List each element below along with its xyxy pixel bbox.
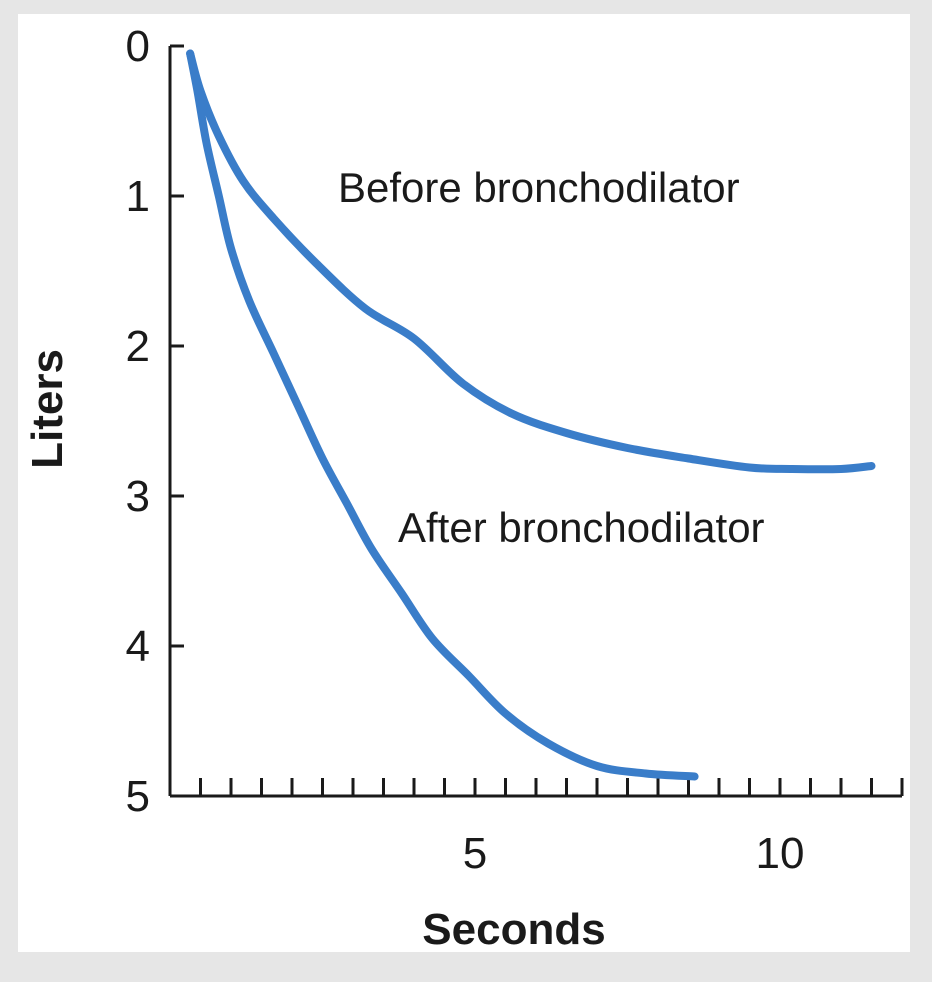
spirometry-chart: 0 1 2 3 4 5 5 10 Seconds Liters Before bronchodila… — [23, 22, 904, 952]
series-line-after — [186, 49, 699, 781]
x-tick-label: 5 — [463, 829, 487, 878]
chart-frame: 0 1 2 3 4 5 5 10 Seconds Liters Before bronchodila… — [18, 14, 910, 952]
series-line-before — [186, 49, 876, 474]
y-tick-label: 3 — [126, 472, 150, 521]
y-tick-label: 2 — [126, 322, 150, 371]
y-axis-title: Liters — [23, 349, 72, 469]
x-axis-title: Seconds — [422, 905, 605, 952]
y-tick-label: 1 — [126, 172, 150, 221]
y-tick-label: 4 — [126, 622, 150, 671]
series-label-before: Before bronchodilator — [338, 164, 740, 211]
y-tick-label: 0 — [126, 22, 150, 71]
x-tick-label: 10 — [756, 829, 805, 878]
y-tick-label: 5 — [126, 772, 150, 821]
series-label-after: After bronchodilator — [398, 504, 765, 551]
